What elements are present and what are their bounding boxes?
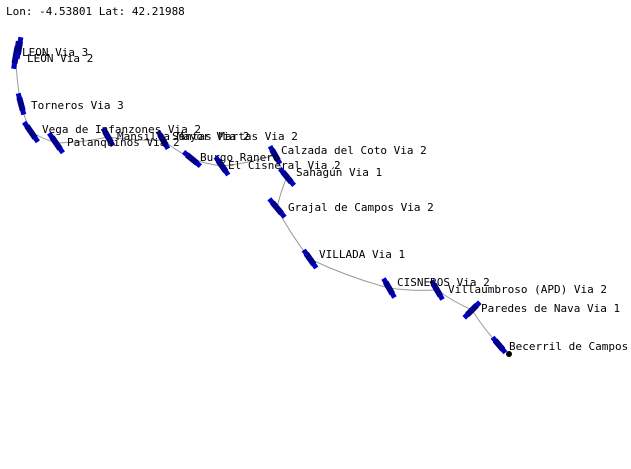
station-label-becerril-de-campos: Becerril de Campos (509, 340, 629, 353)
station-label-mansilla-mayor: Mansilla Mayor Via 2 (117, 130, 250, 143)
station-marker[interactable] (429, 279, 445, 301)
station-marker[interactable] (267, 197, 287, 219)
station-label-leon-alt: LEÓN Via 2 (27, 52, 94, 65)
connection-line (221, 154, 276, 167)
connection-line (107, 136, 164, 141)
station-markers (11, 36, 508, 355)
station-label-villaumbroso: Villaumbroso (APD) Via 2 (448, 283, 607, 296)
station-marker[interactable] (181, 149, 203, 169)
station-marker[interactable] (22, 120, 40, 144)
station-label-leon: LEON Via 3 (22, 46, 89, 59)
station-label-sahagun: Sahagún Via 1 (296, 166, 383, 179)
connection-line (55, 136, 109, 144)
station-label-cisneros: CISNEROS Via 2 (397, 276, 490, 289)
station-marker[interactable] (277, 166, 297, 188)
station-label-santas-martas: Santas Martas Via 2 (172, 130, 298, 143)
station-marker[interactable] (490, 335, 508, 355)
station-label-torneros: Torneros Via 3 (31, 99, 124, 112)
station-marker[interactable] (213, 155, 231, 177)
connection-line (276, 176, 288, 209)
station-label-calzada-del-coto: Calzada del Coto Via 2 (281, 144, 427, 157)
station-marker[interactable] (267, 145, 283, 165)
station-label-villada: VILLADA Via 1 (319, 248, 406, 261)
station-marker[interactable] (15, 92, 27, 116)
connection-line (388, 287, 438, 291)
station-label-el-cisneral: El Cisneral Via 2 (228, 159, 341, 172)
station-label-burgo-ranero: Burgo Ranero (200, 151, 280, 164)
station-marker[interactable] (381, 277, 397, 299)
station-label-vega-de-infanzones: Vega de Infanzones Via 2 (42, 123, 201, 136)
station-label-paredes-de-nava: Paredes de Nava Via 1 (481, 302, 621, 315)
station-marker[interactable] (47, 131, 65, 155)
coordinate-readout: Lon: -4.53801 Lat: 42.21988 (6, 5, 185, 18)
station-marker[interactable] (14, 36, 24, 60)
station-label-palanquinos: Palanquinos Via 2 (67, 136, 180, 149)
station-marker[interactable] (462, 300, 482, 320)
endpoint-dot (506, 351, 512, 357)
connection-line (309, 258, 390, 289)
station-marker[interactable] (155, 130, 171, 150)
station-marker[interactable] (301, 248, 319, 270)
station-label-grajal-de-campos: Grajal de Campos Via 2 (288, 201, 434, 214)
endpoint-dot (506, 351, 512, 357)
station-marker[interactable] (100, 127, 116, 147)
